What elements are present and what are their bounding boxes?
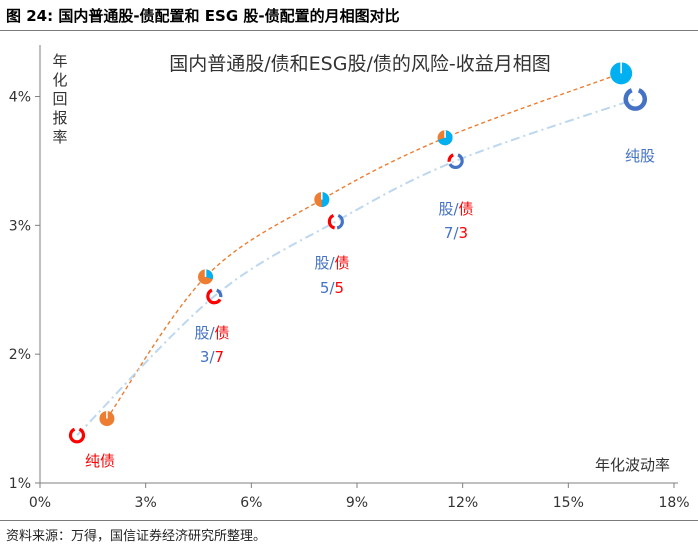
pie-marker (437, 130, 453, 146)
annotation-3-7-title: 股/债 (194, 324, 229, 342)
pie-equity-slice (205, 269, 214, 280)
ring-marker (327, 213, 344, 230)
risk-return-chart: 0% 3% 6% 9% 12% 15% 18% 1% 2% 3% 4% 国内普通股/债和ESG股/… (9, 45, 690, 511)
y-tick-label: 4% (9, 90, 31, 106)
annotation-7-3-title: 股/债 (438, 200, 473, 218)
ring-bond-arc (68, 427, 86, 444)
x-tick-label: 6% (240, 495, 262, 511)
y-axis-label-text: 年化回报率 (52, 52, 67, 146)
pie-markers (99, 62, 633, 427)
y-axis-label: 年化回报率 (52, 52, 67, 146)
x-axis-ticks: 0% 3% 6% 9% 12% 15% 18% (29, 483, 690, 511)
chart-axes: 0% 3% 6% 9% 12% 15% 18% 1% 2% 3% 4% (9, 45, 690, 511)
pie-equity-slice (321, 192, 330, 208)
annotation-7-3-ratio: 7/3 (444, 224, 468, 242)
x-tick-label: 18% (658, 495, 689, 511)
y-tick-label: 1% (9, 476, 31, 492)
series-esg-line (76, 98, 636, 437)
annotation-pure-equity: 纯股 (625, 147, 655, 165)
header-divider (0, 30, 698, 31)
annotation-5-5-title: 股/债 (314, 254, 349, 272)
figure-header: 图 24: 国内普通股-债配置和 ESG 股-债配置的月相图对比 (0, 0, 698, 30)
ring-bond-arc (206, 288, 222, 305)
ring-equity-arc (448, 153, 464, 170)
ring-equity-arc (215, 288, 223, 298)
ring-markers (68, 88, 647, 444)
x-tick-label: 0% (29, 495, 51, 511)
annotation-3-7-ratio: 3/7 (200, 348, 224, 366)
x-tick-label: 3% (135, 495, 157, 511)
ring-marker (447, 153, 464, 170)
chart-title: 国内普通股/债和ESG股/债的风险-收益月相图 (169, 53, 550, 75)
allocation-annotations: 纯债 股/债 3/7 股/债 5/5 股/债 7/3 纯股 (85, 147, 655, 470)
y-tick-label: 2% (9, 347, 31, 363)
pie-marker (314, 192, 330, 208)
pie-marker (198, 269, 214, 285)
y-axis-ticks: 1% 2% 3% 4% (9, 90, 40, 492)
y-tick-label: 3% (9, 218, 31, 234)
x-tick-label: 15% (553, 495, 584, 511)
x-tick-label: 12% (447, 495, 478, 511)
footer-divider (0, 520, 698, 521)
series-ordinary-line (106, 72, 622, 419)
ring-marker (68, 427, 86, 444)
x-tick-label: 9% (346, 495, 368, 511)
ring-marker (206, 288, 223, 305)
annotation-5-5-ratio: 5/5 (320, 279, 344, 297)
x-axis-label: 年化波动率 (595, 456, 670, 474)
annotation-pure-bond: 纯债 (85, 452, 115, 470)
source-note: 资料来源：万得，国信证券经济研究所整理。 (6, 529, 267, 544)
ring-bond-arc (447, 153, 455, 162)
ring-equity-arc (336, 213, 344, 230)
ring-equity-arc (623, 88, 647, 111)
ring-bond-arc (327, 213, 336, 230)
ring-marker (623, 88, 647, 111)
pie-marker (99, 411, 115, 427)
figure-title: 图 24: 国内普通股-债配置和 ESG 股-债配置的月相图对比 (6, 7, 400, 25)
pie-marker (610, 62, 633, 85)
